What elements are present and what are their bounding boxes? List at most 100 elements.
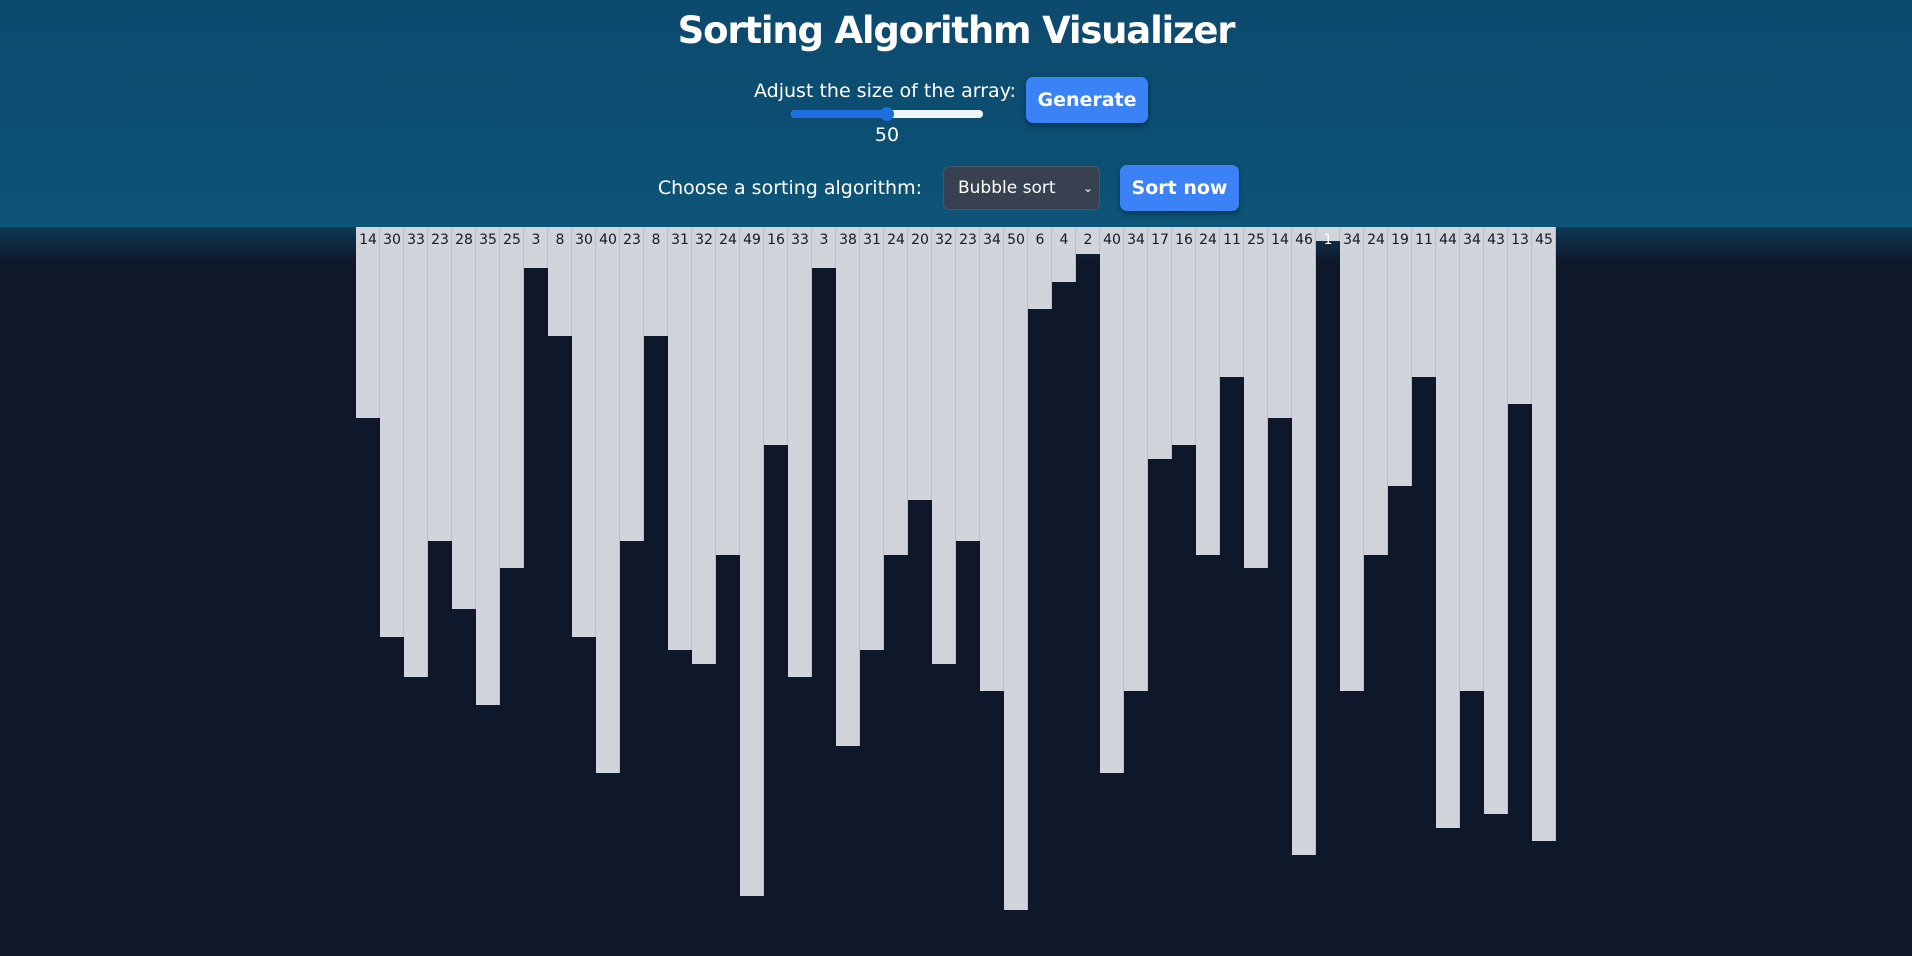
- array-bar: [1196, 227, 1220, 555]
- generate-button[interactable]: Generate: [1026, 77, 1148, 123]
- array-bar-value: 13: [1511, 232, 1529, 248]
- array-bar: [908, 227, 932, 500]
- array-bar-value: 38: [839, 232, 857, 248]
- array-bar-value: 34: [983, 232, 1001, 248]
- array-bar: [620, 227, 644, 541]
- array-bar-value: 40: [1103, 232, 1121, 248]
- chevron-down-icon: ⌄: [1082, 181, 1093, 195]
- array-bar: [1028, 227, 1052, 309]
- array-bar-value: 30: [575, 232, 593, 248]
- array-bar-value: 17: [1151, 232, 1169, 248]
- array-bar: [764, 227, 788, 445]
- array-bar-value: 25: [503, 232, 521, 248]
- array-bar: [956, 227, 980, 541]
- array-bar-value: 25: [1247, 232, 1265, 248]
- array-bar-value: 34: [1343, 232, 1361, 248]
- array-bar-value: 2: [1083, 232, 1093, 248]
- array-bar-value: 34: [1127, 232, 1145, 248]
- array-bar-value: 8: [651, 232, 661, 248]
- array-bar: [1268, 227, 1292, 418]
- array-bar-value: 34: [1463, 232, 1481, 248]
- array-bar: [740, 227, 764, 896]
- array-bar: [1292, 227, 1316, 855]
- array-size-slider[interactable]: [791, 107, 983, 121]
- array-bar-value: 33: [791, 232, 809, 248]
- array-bar-value: 20: [911, 232, 929, 248]
- array-bar: [1532, 227, 1556, 841]
- sort-now-button[interactable]: Sort now: [1120, 165, 1239, 211]
- array-bar: [1388, 227, 1412, 486]
- array-bars: 14 30 33 23 28 35 25 3 8 30 40 23 8 31 32 24 49 16 33 3 38 31…: [0, 227, 1912, 956]
- array-bar-value: 23: [431, 232, 449, 248]
- array-bar: [1340, 227, 1364, 691]
- array-bar: [884, 227, 908, 555]
- slider-thumb[interactable]: [880, 107, 894, 121]
- array-bar-value: 11: [1415, 232, 1433, 248]
- array-bar-value: 14: [1271, 232, 1289, 248]
- array-bar-value: 31: [863, 232, 881, 248]
- array-bar: [788, 227, 812, 677]
- array-bar: [1220, 227, 1244, 377]
- array-bar-value: 40: [599, 232, 617, 248]
- slider-fill: [791, 110, 887, 118]
- array-bar-value: 6: [1035, 232, 1045, 248]
- array-bar: [1172, 227, 1196, 445]
- array-bar-value: 28: [455, 232, 473, 248]
- array-bar-value: 24: [1199, 232, 1217, 248]
- array-bar-value: 24: [719, 232, 737, 248]
- array-bar: [1316, 227, 1340, 241]
- array-bar-value: 30: [383, 232, 401, 248]
- array-bar-value: 4: [1059, 232, 1069, 248]
- array-bar-value: 50: [1007, 232, 1025, 248]
- array-bar: [500, 227, 524, 568]
- array-bar-value: 46: [1295, 232, 1313, 248]
- array-bar: [1244, 227, 1268, 568]
- array-bar-value: 23: [623, 232, 641, 248]
- array-bar-value: 33: [407, 232, 425, 248]
- array-bar-value: 31: [671, 232, 689, 248]
- array-bar-value: 14: [359, 232, 377, 248]
- array-bar: [356, 227, 380, 418]
- array-bar: [1124, 227, 1148, 691]
- array-bar: [980, 227, 1004, 691]
- array-bar: [452, 227, 476, 609]
- array-bar-value: 8: [555, 232, 565, 248]
- array-bar: [404, 227, 428, 677]
- array-bar: [1436, 227, 1460, 828]
- algorithm-select-value: Bubble sort: [958, 178, 1056, 198]
- array-bar: [1052, 227, 1076, 282]
- array-bar: [1460, 227, 1484, 691]
- algorithm-select[interactable]: Bubble sort ⌄: [943, 166, 1100, 210]
- array-bar-value: 35: [479, 232, 497, 248]
- array-bar: [476, 227, 500, 705]
- array-size-value: 50: [874, 124, 900, 146]
- array-bar-value: 24: [887, 232, 905, 248]
- array-bar: [716, 227, 740, 555]
- array-bar: [836, 227, 860, 746]
- array-bar: [1100, 227, 1124, 773]
- array-bar: [380, 227, 404, 637]
- array-bar: [572, 227, 596, 637]
- array-size-label: Adjust the size of the array:: [754, 80, 1016, 102]
- array-bar-value: 16: [767, 232, 785, 248]
- array-bar-value: 45: [1535, 232, 1553, 248]
- array-bar: [932, 227, 956, 664]
- array-bar: [1148, 227, 1172, 459]
- array-bar: [644, 227, 668, 336]
- array-bar: [692, 227, 716, 664]
- array-bar: [860, 227, 884, 650]
- array-bar-value: 32: [935, 232, 953, 248]
- array-bar: [1364, 227, 1388, 555]
- array-bar-value: 19: [1391, 232, 1409, 248]
- algorithm-label: Choose a sorting algorithm:: [657, 177, 922, 199]
- array-bar-value: 11: [1223, 232, 1241, 248]
- array-bar-value: 3: [819, 232, 829, 248]
- array-bar: [524, 227, 548, 268]
- page-title: Sorting Algorithm Visualizer: [677, 9, 1236, 52]
- array-bar: [1484, 227, 1508, 814]
- array-bar: [1508, 227, 1532, 404]
- array-bar-value: 32: [695, 232, 713, 248]
- array-bar-value: 44: [1439, 232, 1457, 248]
- array-bar: [668, 227, 692, 650]
- array-bar-value: 3: [531, 232, 541, 248]
